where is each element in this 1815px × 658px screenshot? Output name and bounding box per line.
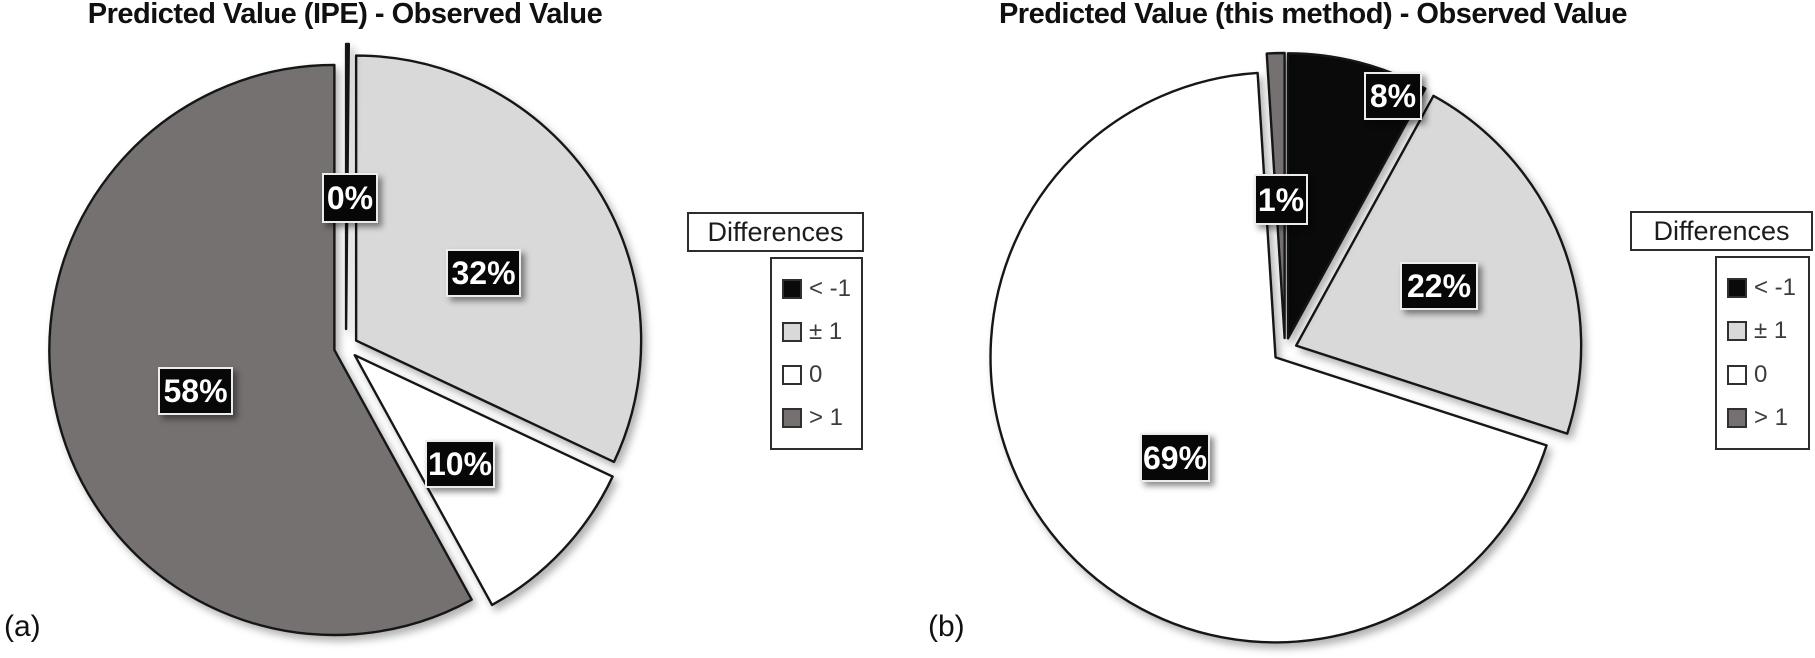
legend-item: < -1 (782, 275, 857, 303)
pie-b-percent-label-0: 69% (1140, 433, 1210, 482)
pie-b-percent-label-± 1: 22% (1400, 262, 1478, 310)
pie-a-percent-label-± 1: 32% (446, 249, 521, 297)
chart-a-title: Predicted Value (IPE) - Observed Value (87, 0, 603, 30)
legend-item-label: < -1 (1754, 273, 1797, 301)
pie-a-percent-label-0: 10% (425, 440, 495, 488)
legend-swatch-icon (782, 278, 802, 299)
pie-b-percent-label-> 1: 1% (1254, 174, 1308, 225)
legend-item-label: ± 1 (809, 317, 843, 345)
legend-swatch-icon (1727, 321, 1747, 342)
legend-swatch-icon (1727, 364, 1747, 385)
legend-swatch-icon (782, 321, 802, 342)
legend-item: > 1 (1727, 404, 1804, 432)
legend-swatch-icon (782, 408, 802, 429)
legend-b-title: Differences (1630, 211, 1813, 251)
legend-item: ± 1 (1727, 317, 1804, 345)
panel-b-label: (b) (928, 610, 965, 643)
legend-item-label: ± 1 (1754, 317, 1788, 345)
legend-item-label: > 1 (1754, 404, 1789, 432)
legend-item: 0 (782, 361, 857, 389)
legend-swatch-icon (1727, 277, 1747, 298)
legend-item-label: < -1 (809, 274, 852, 302)
legend-item: > 1 (782, 404, 857, 432)
legend-a-items: < -1 ± 1 0 > 1 (770, 257, 863, 450)
pie-b-percent-label-< -1: 8% (1364, 72, 1422, 120)
legend-item-label: 0 (809, 361, 823, 389)
panel-a-label: (a) (4, 610, 41, 643)
legend-a-title: Differences (687, 212, 864, 252)
legend-b-items: < -1 ± 1 0 > 1 (1715, 256, 1810, 450)
legend-item-label: 0 (1754, 360, 1768, 388)
legend-swatch-icon (782, 365, 802, 386)
legend-item: < -1 (1727, 274, 1804, 302)
pie-a-percent-label-> 1: 58% (158, 367, 233, 415)
pie-a-percent-label-< -1: 0% (322, 173, 378, 223)
legend-swatch-icon (1727, 408, 1747, 429)
legend-item-label: > 1 (809, 404, 844, 432)
legend-item: ± 1 (782, 318, 857, 346)
pie-a-slice-> 1 (48, 63, 473, 637)
pie-b-slice-0 (989, 71, 1548, 644)
chart-b-title: Predicted Value (this method) - Observed… (998, 0, 1628, 30)
legend-item: 0 (1727, 361, 1804, 389)
